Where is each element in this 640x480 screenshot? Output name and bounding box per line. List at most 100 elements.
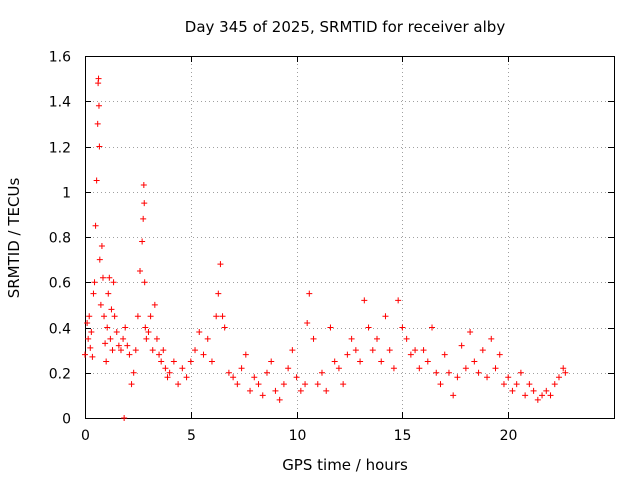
data-point xyxy=(479,347,486,354)
data-point xyxy=(539,392,546,399)
data-point xyxy=(467,329,474,336)
data-point xyxy=(200,351,207,358)
data-point xyxy=(403,335,410,342)
data-point xyxy=(399,324,406,331)
data-point xyxy=(93,177,100,184)
data-point xyxy=(285,365,292,372)
x-axis-label: GPS time / hours xyxy=(282,456,408,474)
data-point xyxy=(234,381,241,388)
data-point xyxy=(110,279,117,286)
data-point xyxy=(140,181,147,188)
data-point xyxy=(369,347,376,354)
data-point xyxy=(386,347,393,354)
data-point xyxy=(268,358,275,365)
data-point xyxy=(221,324,228,331)
data-point xyxy=(272,387,279,394)
y-tick-label: 1.4 xyxy=(49,95,71,111)
data-point xyxy=(145,329,152,336)
data-point xyxy=(534,396,541,403)
data-point xyxy=(378,358,385,365)
data-point xyxy=(187,358,194,365)
data-point xyxy=(120,335,127,342)
data-point xyxy=(140,215,147,222)
data-point xyxy=(450,392,457,399)
data-point xyxy=(238,365,245,372)
data-point xyxy=(121,415,128,421)
y-tick-label: 0.2 xyxy=(49,367,71,383)
data-point xyxy=(302,381,309,388)
data-point xyxy=(105,290,112,297)
y-tick-label: 0.4 xyxy=(49,322,71,338)
data-point xyxy=(219,313,226,320)
data-point xyxy=(128,381,135,388)
x-tick-label: 5 xyxy=(187,428,196,444)
data-point xyxy=(85,335,92,342)
grid-lines xyxy=(85,56,614,418)
data-point xyxy=(137,267,144,274)
data-point xyxy=(108,306,115,313)
data-point xyxy=(365,324,372,331)
data-point xyxy=(113,329,120,336)
data-point xyxy=(323,387,330,394)
data-point xyxy=(95,102,102,109)
data-point xyxy=(247,387,254,394)
data-point xyxy=(551,381,558,388)
data-point xyxy=(217,261,224,268)
data-point xyxy=(547,392,554,399)
data-point xyxy=(454,374,461,381)
data-point xyxy=(562,369,569,376)
data-point xyxy=(192,347,199,354)
data-point xyxy=(164,374,171,381)
data-point xyxy=(492,365,499,372)
data-point xyxy=(139,238,146,245)
data-point xyxy=(374,335,381,342)
data-point xyxy=(445,369,452,376)
data-point xyxy=(437,381,444,388)
data-point xyxy=(304,319,311,326)
y-axis-label: SRMTID / TECUs xyxy=(5,178,23,299)
data-point xyxy=(416,365,423,372)
data-point xyxy=(102,340,109,347)
data-point xyxy=(183,374,190,381)
data-point xyxy=(340,381,347,388)
data-point xyxy=(306,290,313,297)
data-point xyxy=(310,335,317,342)
data-point xyxy=(179,365,186,372)
data-point xyxy=(86,313,93,320)
data-point xyxy=(122,324,129,331)
data-point xyxy=(101,313,108,320)
x-tick-label: 15 xyxy=(394,428,412,444)
data-point xyxy=(251,374,258,381)
data-point xyxy=(175,381,182,388)
data-point xyxy=(117,347,124,354)
data-point xyxy=(555,374,562,381)
y-tick-label: 0.8 xyxy=(49,231,71,247)
data-point xyxy=(509,387,516,394)
chart-title: Day 345 of 2025, SRMTID for receiver alb… xyxy=(185,18,506,36)
data-point xyxy=(357,358,364,365)
data-point xyxy=(526,381,533,388)
data-point xyxy=(162,365,169,372)
data-point xyxy=(92,222,99,229)
data-point xyxy=(327,324,334,331)
data-point xyxy=(471,358,478,365)
x-tick-label: 0 xyxy=(81,428,90,444)
data-point xyxy=(97,301,104,308)
data-point xyxy=(344,351,351,358)
data-point xyxy=(331,358,338,365)
data-point xyxy=(230,374,237,381)
data-point xyxy=(90,290,97,297)
data-point xyxy=(151,301,158,308)
data-point xyxy=(115,342,122,349)
data-point xyxy=(276,396,283,403)
y-tick-label: 0 xyxy=(62,412,71,428)
data-point xyxy=(517,369,524,376)
data-point xyxy=(361,297,368,304)
data-point xyxy=(89,353,96,360)
x-tick-label: 10 xyxy=(289,428,307,444)
data-point xyxy=(505,374,512,381)
data-point xyxy=(111,313,118,320)
data-point xyxy=(297,387,304,394)
data-point xyxy=(109,347,116,354)
